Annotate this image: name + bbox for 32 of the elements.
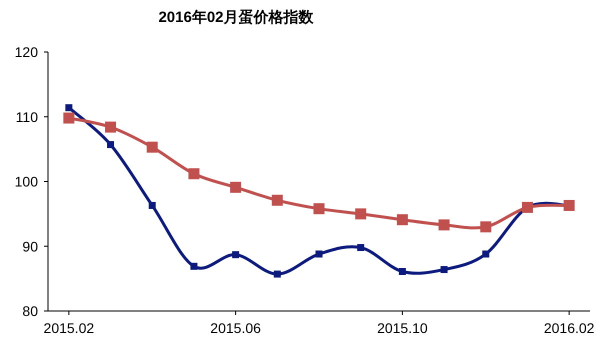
point (230, 182, 242, 193)
point (148, 202, 156, 209)
y-tick-label: 80 (22, 303, 38, 319)
y-tick-label: 120 (14, 44, 38, 60)
point (398, 268, 406, 276)
point (65, 104, 72, 112)
point (190, 262, 198, 270)
point (63, 112, 74, 124)
y-tick-label: 110 (16, 108, 38, 125)
point (232, 251, 240, 258)
y-tick-label: 90 (22, 238, 38, 254)
x-tick-label: 2016.02 (544, 320, 595, 336)
y-tick-label: 100 (14, 174, 38, 190)
point (316, 250, 322, 258)
x-tick-label: 2015.02 (44, 320, 94, 336)
point (146, 142, 158, 153)
point (272, 194, 283, 206)
title: 2016年02月蛋价格指数 (158, 9, 314, 26)
point (355, 208, 366, 220)
point (482, 250, 490, 258)
point (357, 244, 364, 252)
x-tick-label: 2015.06 (210, 320, 262, 336)
point (396, 214, 408, 226)
point (440, 266, 448, 274)
point (107, 141, 114, 148)
point (438, 219, 450, 230)
point (188, 168, 200, 180)
x-tick-label: 2015.10 (377, 320, 428, 336)
point (105, 122, 116, 133)
point (314, 203, 324, 214)
point (480, 221, 492, 232)
point (274, 270, 281, 278)
